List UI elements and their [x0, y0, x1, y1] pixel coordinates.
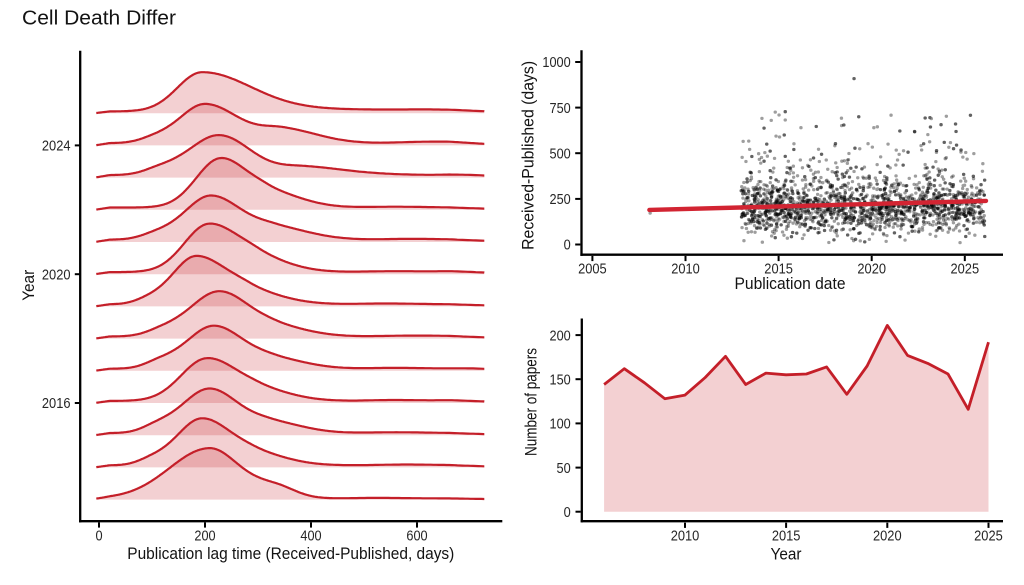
svg-text:2025: 2025 — [951, 262, 980, 278]
svg-text:2024: 2024 — [42, 139, 71, 155]
svg-text:2005: 2005 — [578, 262, 607, 278]
svg-text:1000: 1000 — [542, 55, 570, 71]
svg-text:50: 50 — [557, 461, 571, 477]
svg-text:Publication date: Publication date — [735, 275, 846, 293]
svg-text:2015: 2015 — [764, 262, 793, 278]
svg-text:750: 750 — [550, 101, 571, 117]
svg-text:2015: 2015 — [772, 528, 801, 544]
svg-text:250: 250 — [550, 192, 571, 208]
svg-text:Year: Year — [771, 545, 803, 563]
svg-text:2020: 2020 — [42, 267, 71, 283]
svg-text:400: 400 — [300, 529, 321, 545]
svg-text:200: 200 — [550, 328, 571, 344]
svg-text:2010: 2010 — [671, 528, 700, 544]
svg-text:Received-Published (days): Received-Published (days) — [520, 61, 538, 250]
svg-text:2016: 2016 — [42, 396, 71, 412]
svg-text:0: 0 — [564, 505, 571, 521]
svg-text:2010: 2010 — [671, 262, 700, 278]
svg-text:Year: Year — [20, 269, 38, 301]
svg-text:0: 0 — [95, 529, 102, 545]
svg-text:500: 500 — [550, 146, 571, 162]
svg-text:2020: 2020 — [857, 262, 886, 278]
svg-text:Cell Death Differ: Cell Death Differ — [22, 8, 176, 30]
svg-text:Number of papers: Number of papers — [523, 348, 541, 456]
svg-text:Publication lag time (Received: Publication lag time (Received-Published… — [127, 545, 454, 563]
svg-text:0: 0 — [564, 238, 571, 254]
svg-text:100: 100 — [550, 417, 571, 433]
svg-text:600: 600 — [406, 529, 427, 545]
svg-text:200: 200 — [194, 529, 215, 545]
svg-text:2020: 2020 — [873, 528, 902, 544]
svg-text:150: 150 — [550, 372, 571, 388]
svg-text:2025: 2025 — [974, 528, 1003, 544]
